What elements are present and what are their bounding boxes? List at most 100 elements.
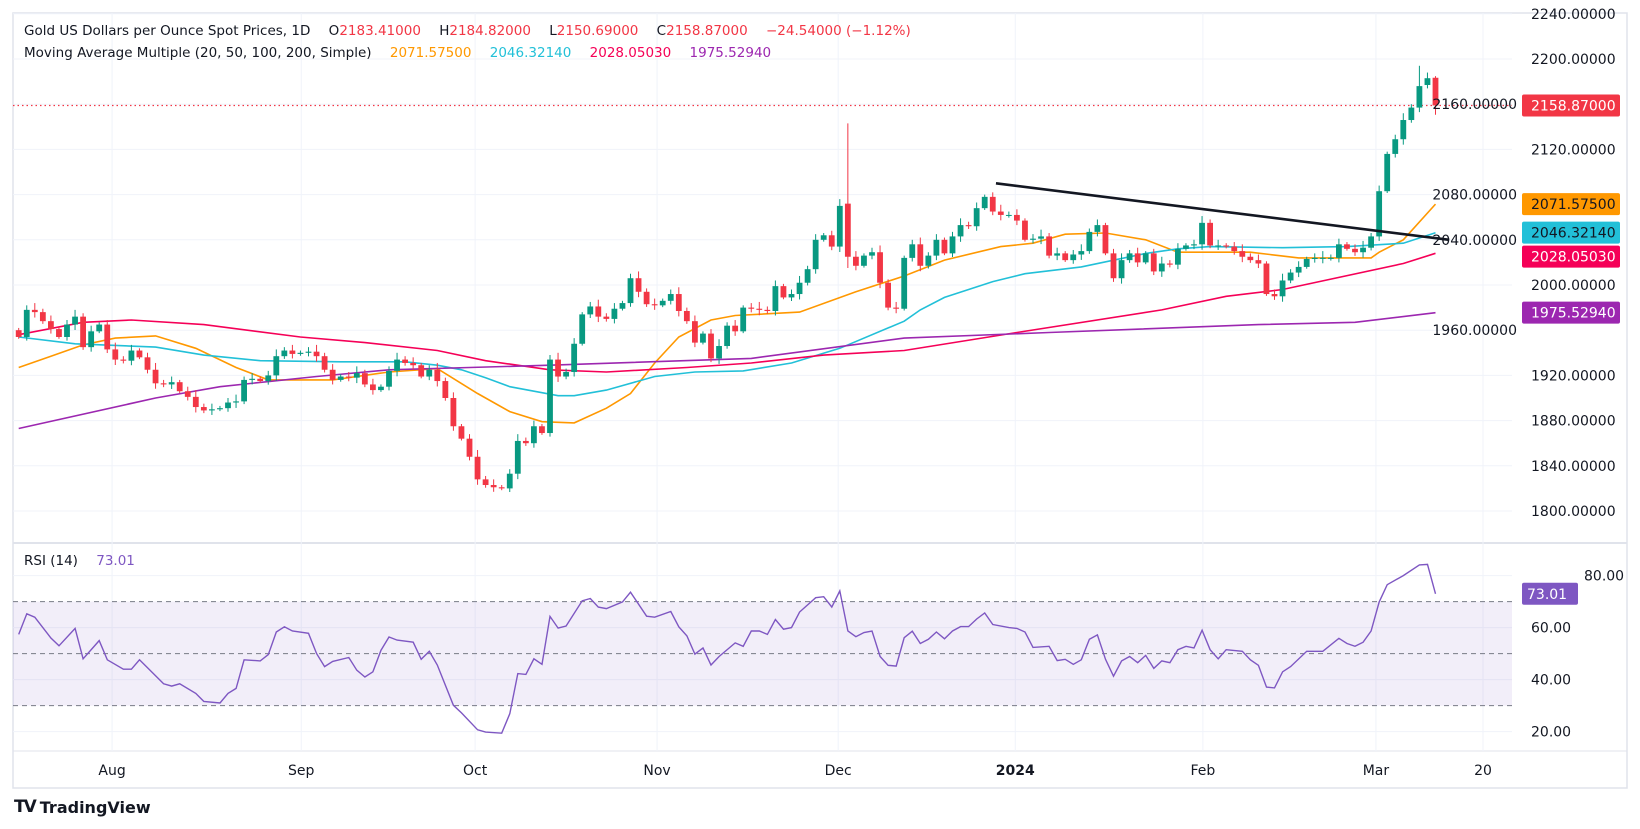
- rsi-legend[interactable]: RSI (14) 73.01: [24, 553, 137, 569]
- candle-body: [410, 362, 417, 366]
- candle-body: [579, 314, 586, 344]
- candle-body: [732, 325, 739, 332]
- candle-up: [1408, 104, 1415, 123]
- candle-up: [788, 289, 795, 302]
- candle-down: [917, 237, 924, 272]
- candle-down: [200, 403, 207, 414]
- ma200-value: 1975.52940: [689, 45, 772, 61]
- candle-body: [885, 282, 891, 308]
- candle-body: [603, 316, 610, 319]
- candle-body: [643, 291, 650, 305]
- candle-body: [1046, 236, 1052, 256]
- candle-body: [957, 225, 964, 237]
- candle-body: [1408, 107, 1415, 121]
- rsi-band: [13, 601, 1512, 707]
- candle-up: [305, 347, 312, 357]
- candle-up: [1392, 134, 1399, 158]
- candle-body: [1223, 245, 1230, 247]
- candle-body: [418, 365, 425, 377]
- candle-down: [136, 348, 143, 360]
- candle-body: [402, 359, 408, 363]
- candle-body: [1344, 244, 1350, 249]
- candle-body: [1191, 244, 1197, 246]
- time-tick-label: Nov: [643, 763, 670, 779]
- candle-body: [506, 473, 513, 489]
- candle-up: [836, 199, 843, 253]
- rsi-value: 73.01: [96, 553, 135, 569]
- candle-body: [1054, 253, 1061, 256]
- candle-body: [458, 426, 465, 439]
- candle-body: [667, 294, 674, 301]
- rsi-line: [18, 563, 1437, 734]
- ma-tag-ma20: 2071.57500: [1522, 193, 1620, 216]
- candle-body: [1158, 263, 1165, 272]
- candle-down: [692, 315, 698, 348]
- candle-up: [1038, 229, 1044, 245]
- candle-body: [1207, 222, 1213, 246]
- candle-down: [329, 364, 336, 385]
- candle-down: [80, 313, 86, 350]
- time-tick-label: Sep: [288, 763, 315, 779]
- candle-down: [997, 204, 1004, 221]
- ma-legend[interactable]: Moving Average Multiple (20, 50, 100, 20…: [24, 45, 773, 61]
- candle-up: [869, 247, 875, 260]
- candle-down: [828, 230, 835, 251]
- candle-down: [361, 369, 368, 388]
- candle-up: [627, 273, 634, 307]
- change-value: −24.54000 (−1.12%): [766, 23, 911, 39]
- candle-body: [1352, 248, 1358, 253]
- candle-up: [23, 305, 30, 341]
- symbol-legend[interactable]: Gold US Dollars per Ounce Spot Prices, 1…: [24, 23, 913, 39]
- candle-up: [619, 300, 626, 311]
- candle-down: [1110, 248, 1117, 282]
- candle-down: [490, 479, 497, 492]
- time-tick-label: Mar: [1363, 763, 1390, 779]
- candle-body: [1231, 246, 1238, 252]
- candle-up: [1360, 240, 1366, 258]
- candles: [15, 65, 1439, 493]
- candle-body: [1392, 139, 1399, 154]
- price-tick-label: 2040.00000: [1432, 233, 1517, 249]
- candle-body: [104, 324, 111, 350]
- candle-up: [217, 405, 223, 412]
- candle-body: [724, 325, 730, 347]
- rsi-tick-label: 60.00: [1531, 621, 1571, 637]
- candle-body: [56, 329, 62, 337]
- candle-down: [112, 342, 119, 366]
- trendline[interactable]: [995, 182, 1450, 242]
- candle-body: [209, 409, 215, 411]
- ma-tag-ma200-box: [1522, 301, 1620, 324]
- moving-average-lines: [18, 203, 1437, 430]
- candle-up: [506, 469, 513, 493]
- tradingview-logo[interactable]: TV TradingView: [14, 797, 151, 817]
- candle-body: [748, 307, 755, 309]
- candle-down: [643, 288, 650, 307]
- candle-body: [370, 384, 376, 391]
- candle-body: [48, 321, 54, 330]
- candle-body: [901, 257, 908, 309]
- candle-body: [321, 356, 328, 370]
- candle-up: [901, 255, 908, 311]
- candle-down: [675, 287, 682, 317]
- candle-down: [1263, 261, 1270, 296]
- candle-body: [450, 398, 457, 427]
- time-tick-label: Oct: [463, 763, 488, 779]
- candle-down: [345, 372, 352, 382]
- price-tick-label: 2240.00000: [1531, 7, 1616, 23]
- candle-body: [15, 330, 22, 337]
- rsi-tick-label: 40.00: [1531, 673, 1571, 689]
- candle-up: [820, 233, 827, 242]
- candle-up: [1183, 243, 1189, 251]
- candle-body: [812, 239, 819, 270]
- candle-down: [184, 386, 191, 401]
- candle-up: [297, 350, 304, 356]
- grid: [12, 12, 1628, 789]
- candle-body: [1424, 78, 1431, 85]
- rsi-value-tag-box: [1522, 582, 1578, 605]
- candle-up: [1336, 238, 1342, 263]
- candle-body: [168, 382, 175, 385]
- candle-down: [1247, 253, 1254, 263]
- candle-up: [1400, 113, 1407, 145]
- candle-down: [434, 362, 441, 387]
